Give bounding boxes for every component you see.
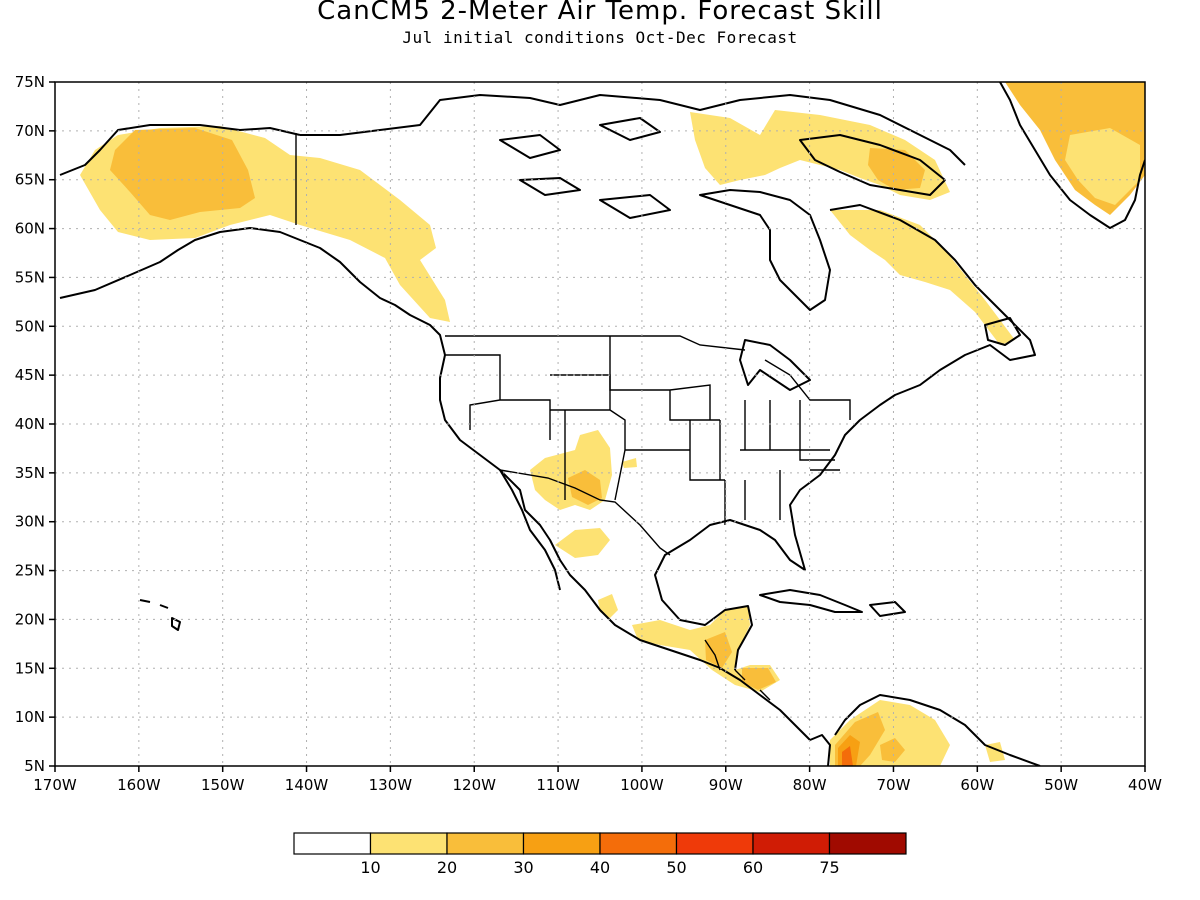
- border-states-west: [445, 354, 725, 501]
- skill-area-mexico-west: [598, 594, 618, 618]
- lat-tick-label: 40N: [15, 415, 45, 433]
- legend-label: 30: [513, 858, 533, 877]
- legend-swatch: [675, 832, 754, 855]
- lon-tick-label: 160W: [117, 776, 161, 794]
- skill-area-yucatan-core: [705, 632, 732, 668]
- legend-swatch: [369, 832, 448, 855]
- skill-area-nmexico: [555, 528, 610, 558]
- legend-swatch: [599, 832, 678, 855]
- skill-shading: [80, 82, 1145, 766]
- legend-label: 40: [590, 858, 610, 877]
- coastlines: [59, 82, 1145, 766]
- lon-tick-label: 110W: [536, 776, 580, 794]
- lon-tick-label: 170W: [33, 776, 77, 794]
- lon-tick-label: 70W: [877, 776, 911, 794]
- map-title: CanCM5 2-Meter Air Temp. Forecast Skill: [317, 0, 883, 26]
- coast-greenland: [999, 82, 1145, 229]
- legend: 10 20 30 40 50 60 75: [293, 832, 907, 877]
- lat-tick-label: 65N: [15, 171, 45, 189]
- coast-newfoundland: [984, 317, 1021, 346]
- lat-tick-label: 70N: [15, 122, 45, 140]
- legend-label: 75: [819, 858, 839, 877]
- lon-tick-label: 60W: [960, 776, 994, 794]
- lat-tick-label: 35N: [15, 464, 45, 482]
- skill-area-labrador: [830, 210, 1015, 345]
- lat-tick-label: 25N: [15, 562, 45, 580]
- legend-swatch: [752, 832, 831, 855]
- grid-lines: [55, 82, 1145, 766]
- legend-label: 50: [666, 858, 686, 877]
- lon-tick-label: 150W: [201, 776, 245, 794]
- skill-area-honduras: [742, 668, 776, 690]
- coast-east: [654, 204, 1036, 671]
- coast-hispaniola: [869, 601, 906, 617]
- political-borders: [295, 133, 851, 701]
- coast-baffin: [799, 134, 946, 196]
- coast-hudson-bay: [699, 189, 831, 311]
- coast-cuba: [759, 589, 863, 613]
- legend-swatch: [522, 832, 601, 855]
- lat-tick-label: 10N: [15, 708, 45, 726]
- legend-label: 20: [437, 858, 457, 877]
- coast-baja: [499, 469, 561, 591]
- map-subtitle: Jul initial conditions Oct-Dec Forecast: [402, 28, 798, 47]
- legend-swatch: [828, 832, 907, 855]
- lon-tick-label: 40W: [1128, 776, 1162, 794]
- border-central-america: [704, 639, 771, 701]
- coast-pacific: [59, 227, 831, 766]
- lat-tick-label: 45N: [15, 366, 45, 384]
- coast-arctic: [300, 94, 966, 166]
- border-us-mexico: [499, 469, 671, 556]
- lon-tick-label: 120W: [452, 776, 496, 794]
- skill-area-sa-east: [880, 738, 905, 762]
- lat-tick-label: 15N: [15, 659, 45, 677]
- border-states-central: [609, 336, 835, 525]
- legend-swatch: [293, 832, 372, 855]
- coast-hawaii: [139, 599, 181, 631]
- skill-area-texas-dot: [622, 458, 637, 468]
- legend-label: 10: [360, 858, 380, 877]
- skill-area-alaska-core: [110, 128, 255, 220]
- lat-tick-label: 5N: [24, 757, 45, 775]
- lon-tick-label: 140W: [285, 776, 329, 794]
- axes: 170W 160W 150W 140W 130W 120W 110W 100W 90W 80W 70…: [15, 73, 1162, 794]
- lat-tick-label: 50N: [15, 317, 45, 335]
- lat-tick-label: 30N: [15, 513, 45, 531]
- coast-sa-north: [834, 694, 1041, 766]
- skill-area-greenland-light: [1065, 128, 1140, 205]
- legend-swatch: [446, 832, 525, 855]
- border-us-canada: [445, 335, 746, 351]
- coast-great-lakes: [739, 339, 811, 391]
- lon-tick-label: 100W: [620, 776, 664, 794]
- legend-label: 60: [743, 858, 763, 877]
- lat-tick-label: 55N: [15, 268, 45, 286]
- lon-tick-label: 90W: [709, 776, 743, 794]
- lat-tick-label: 75N: [15, 73, 45, 91]
- skill-area-sa-hot: [842, 746, 853, 766]
- lon-tick-label: 80W: [793, 776, 827, 794]
- border-states-east: [744, 359, 851, 520]
- coast-arctic-islands: [499, 117, 671, 219]
- lat-tick-label: 60N: [15, 220, 45, 238]
- lon-tick-label: 130W: [369, 776, 413, 794]
- lon-tick-label: 50W: [1044, 776, 1078, 794]
- lat-tick-label: 20N: [15, 610, 45, 628]
- coast-alaska-north: [59, 124, 301, 176]
